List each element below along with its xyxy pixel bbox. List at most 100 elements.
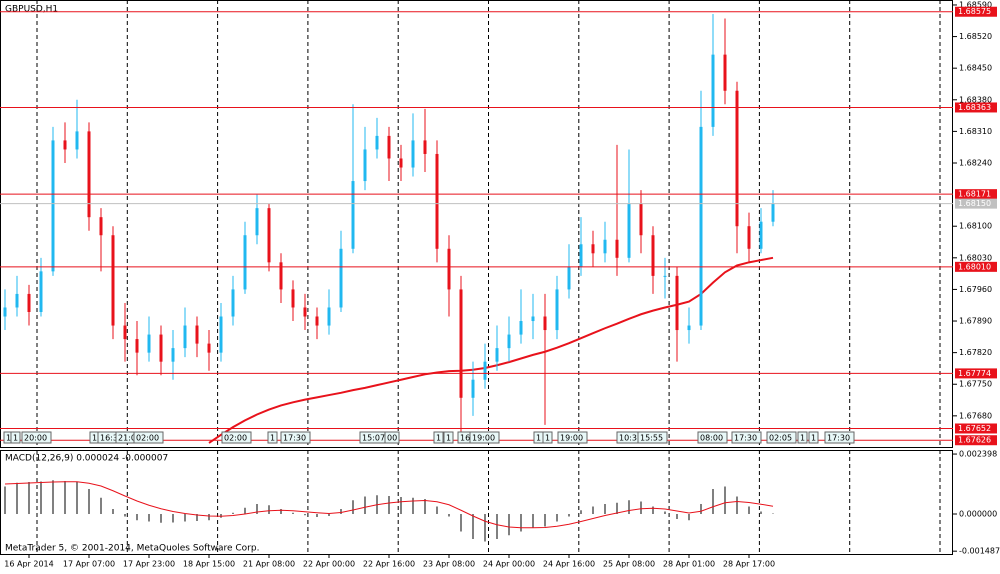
event-marker	[469, 431, 500, 444]
macd-bar	[112, 509, 114, 514]
y-tick-label: 1.68030	[959, 253, 992, 262]
candle-body	[27, 293, 31, 312]
level-tag	[955, 435, 997, 446]
y-tick-label: 1.68380	[959, 95, 992, 104]
event-label: 1	[536, 434, 541, 443]
level-tag	[955, 102, 997, 113]
macd-bar	[256, 504, 258, 514]
macd-bar	[748, 506, 750, 514]
event-marker	[731, 431, 762, 444]
macd-bar	[124, 514, 126, 517]
event-label: 17:30	[734, 434, 757, 443]
macd-bar	[496, 514, 498, 539]
event-label: 10:3	[619, 434, 637, 443]
event-marker	[280, 431, 311, 444]
macd-bar	[616, 502, 618, 514]
current-price-tag	[955, 198, 997, 209]
level-label: 1.68363	[958, 103, 991, 112]
event-label: 1	[6, 434, 11, 443]
candle-body	[147, 334, 151, 353]
copyright: MetaTrader 5, © 2001-2014, MetaQuoles So…	[5, 544, 259, 554]
candle-body	[75, 131, 79, 150]
macd-bar	[580, 510, 582, 514]
price-pane-frame	[0, 0, 953, 448]
candle-body	[459, 289, 463, 398]
y-tick-label: 1.68310	[959, 127, 992, 136]
candle-body	[603, 239, 607, 254]
x-tick-label: 28 Apr 01:00	[663, 560, 715, 569]
candle-body	[351, 181, 355, 249]
macd-bar	[472, 514, 474, 539]
macd-bar	[424, 499, 426, 514]
event-label: 19:00	[472, 434, 495, 443]
event-label: 1	[800, 434, 805, 443]
event-label: 02:00	[224, 434, 247, 443]
macd-bar	[568, 514, 570, 517]
candle-body	[315, 316, 319, 326]
x-tick-label: 18 Apr 15:00	[183, 560, 235, 569]
macd-bar	[196, 514, 198, 521]
candle-body	[387, 135, 391, 159]
x-tick-label: 22 Apr 16:00	[363, 560, 415, 569]
candle-body	[495, 348, 499, 362]
level-label: 1.68010	[958, 262, 991, 271]
x-tick-label: 17 Apr 23:00	[123, 560, 175, 569]
level-tag	[955, 368, 997, 379]
macd-bar	[652, 506, 654, 514]
macd-pane-frame	[0, 450, 953, 555]
macd-bar	[268, 505, 270, 514]
macd-bar	[604, 504, 606, 514]
macd-bar	[292, 512, 294, 514]
macd-bar	[736, 496, 738, 514]
candle-body	[447, 248, 451, 290]
macd-label: MACD(12,26,9) 0.000024 -0.000007	[5, 454, 168, 464]
macd-bar	[724, 486, 726, 514]
candle-body	[363, 149, 367, 182]
level-label: 1.68575	[958, 7, 991, 16]
y-tick-label: 1.68240	[959, 158, 992, 167]
macd-bar	[316, 514, 318, 517]
candle-body	[51, 140, 55, 272]
event-label: 17:30	[827, 434, 850, 443]
macd-bar	[280, 509, 282, 514]
macd-bar	[172, 514, 174, 523]
y-tick-label: 1.67890	[959, 317, 992, 326]
y-tick-label: 1.67750	[959, 380, 992, 389]
macd-bar	[136, 514, 138, 521]
macd-bar	[340, 509, 342, 514]
macd-signal	[4, 481, 774, 529]
symbol-title: GBPUSD,H1	[5, 5, 58, 15]
macd-bar	[232, 512, 234, 514]
x-tick-label: 24 Apr 16:00	[543, 560, 595, 569]
candle-body	[399, 158, 403, 168]
candle-body	[747, 226, 751, 249]
event-label: 16:3	[100, 434, 118, 443]
y-tick-label: 1.68520	[959, 32, 992, 41]
candle-body	[171, 348, 175, 362]
macd-bar	[52, 480, 54, 514]
candle-body	[267, 208, 271, 263]
candle-body	[375, 135, 379, 150]
candle-body	[435, 153, 439, 249]
event-label: 20:00	[24, 434, 47, 443]
event-label: 17:30	[283, 434, 306, 443]
level-tag	[955, 261, 997, 272]
candle-body	[507, 334, 511, 349]
candle-body	[183, 325, 187, 349]
y-tick-label: 1.67680	[959, 411, 992, 420]
macd-bar	[208, 514, 210, 521]
level-label: 1.67652	[958, 424, 991, 433]
candle-body	[339, 248, 343, 308]
candle-body	[411, 140, 415, 168]
x-tick-label: 17 Apr 07:00	[63, 560, 115, 569]
event-label: 1	[811, 434, 816, 443]
candle-body	[279, 262, 283, 290]
y-tick-label: 1.68450	[959, 64, 992, 73]
candle-body	[591, 244, 595, 254]
x-tick-label: 16 Apr 2014	[4, 560, 53, 569]
candle-body	[531, 316, 535, 322]
event-label: 1	[436, 434, 441, 443]
candle-body	[699, 126, 703, 326]
macd-bar	[28, 482, 30, 514]
